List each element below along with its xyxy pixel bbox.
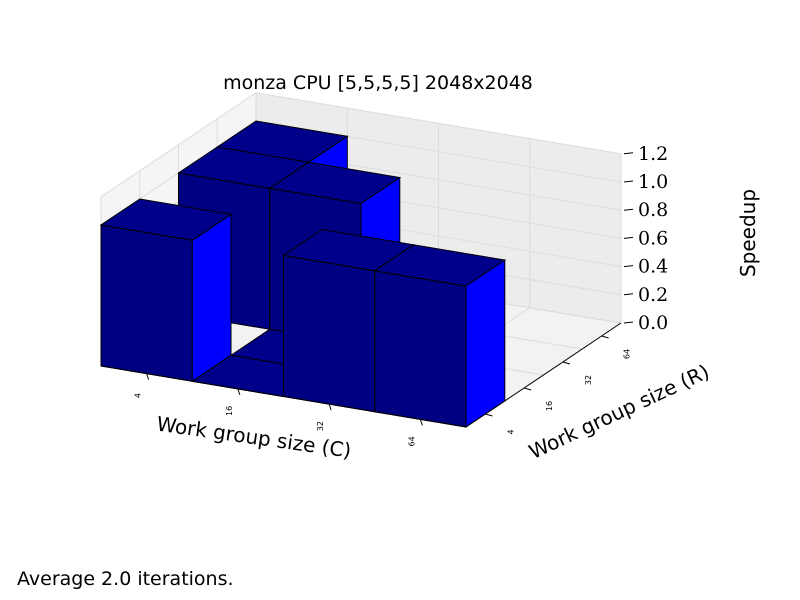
y-tick-mark [485, 413, 493, 417]
y-axis-line [465, 322, 622, 428]
iterations-note: Average 2.0 iterations. [17, 568, 234, 590]
y-tick-mark [523, 387, 532, 391]
bar-c4-r4 [99, 198, 233, 383]
y-tick-label: 16 [545, 401, 554, 411]
side-grid-z [100, 92, 257, 198]
x-axis-line [100, 365, 467, 428]
bar-top-face [268, 161, 402, 205]
bar-front-face [100, 224, 193, 382]
z-tick-mark [623, 321, 634, 324]
z-tick-label: 0.2 [638, 284, 668, 306]
bar-front-face [374, 270, 467, 428]
bar-top-face [373, 244, 507, 287]
back-grid-z [255, 92, 622, 155]
bar-front-face [283, 254, 376, 413]
y-tick-label: 32 [584, 375, 593, 385]
tick-labels: 64 32 16 4 4 16 32 64 0.0 0.2 0.4 0.6 0.8 1.0 1.2 [134, 143, 669, 447]
y-tick-mark [562, 361, 571, 365]
z-tick-mark [623, 152, 634, 155]
bar-c64-r4 [373, 244, 507, 428]
chart-title: monza CPU [5,5,5,5] 2048x2048 [223, 72, 533, 94]
x-tick-label: 16 [225, 406, 234, 416]
x-tick-label: 4 [134, 393, 143, 398]
z-tick-label: 1.2 [638, 143, 668, 165]
z-tick-label: 0.0 [638, 312, 668, 334]
z-tick-mark [623, 265, 634, 268]
bars-group [99, 120, 507, 428]
axis-lines [100, 322, 622, 428]
z-tick-mark [623, 293, 634, 296]
z-tick-label: 0.6 [638, 227, 668, 249]
z-tick-label: 0.8 [638, 199, 668, 221]
x-tick-label: 64 [407, 436, 416, 446]
y-tick-mark [601, 335, 609, 339]
z-tick-mark [623, 208, 634, 211]
z-tick-label: 1.0 [638, 171, 668, 193]
x-tick-mark [146, 373, 150, 380]
z-tick-mark [623, 180, 634, 183]
y-tick-label: 64 [623, 349, 632, 359]
z-tick-label: 0.4 [638, 256, 668, 278]
x-axis-label: Work group size (C) [155, 412, 353, 463]
x-tick-mark [237, 388, 241, 396]
bar-top-face [99, 198, 233, 241]
x-tick-mark [419, 419, 423, 426]
z-tick-mark [623, 236, 634, 239]
x-tick-mark [328, 403, 332, 411]
bar-side-face [191, 213, 232, 383]
z-axis-label: Speedup [736, 189, 760, 277]
x-tick-label: 32 [316, 421, 325, 431]
bar-side-face [465, 259, 506, 428]
y-tick-label: 4 [506, 429, 515, 434]
